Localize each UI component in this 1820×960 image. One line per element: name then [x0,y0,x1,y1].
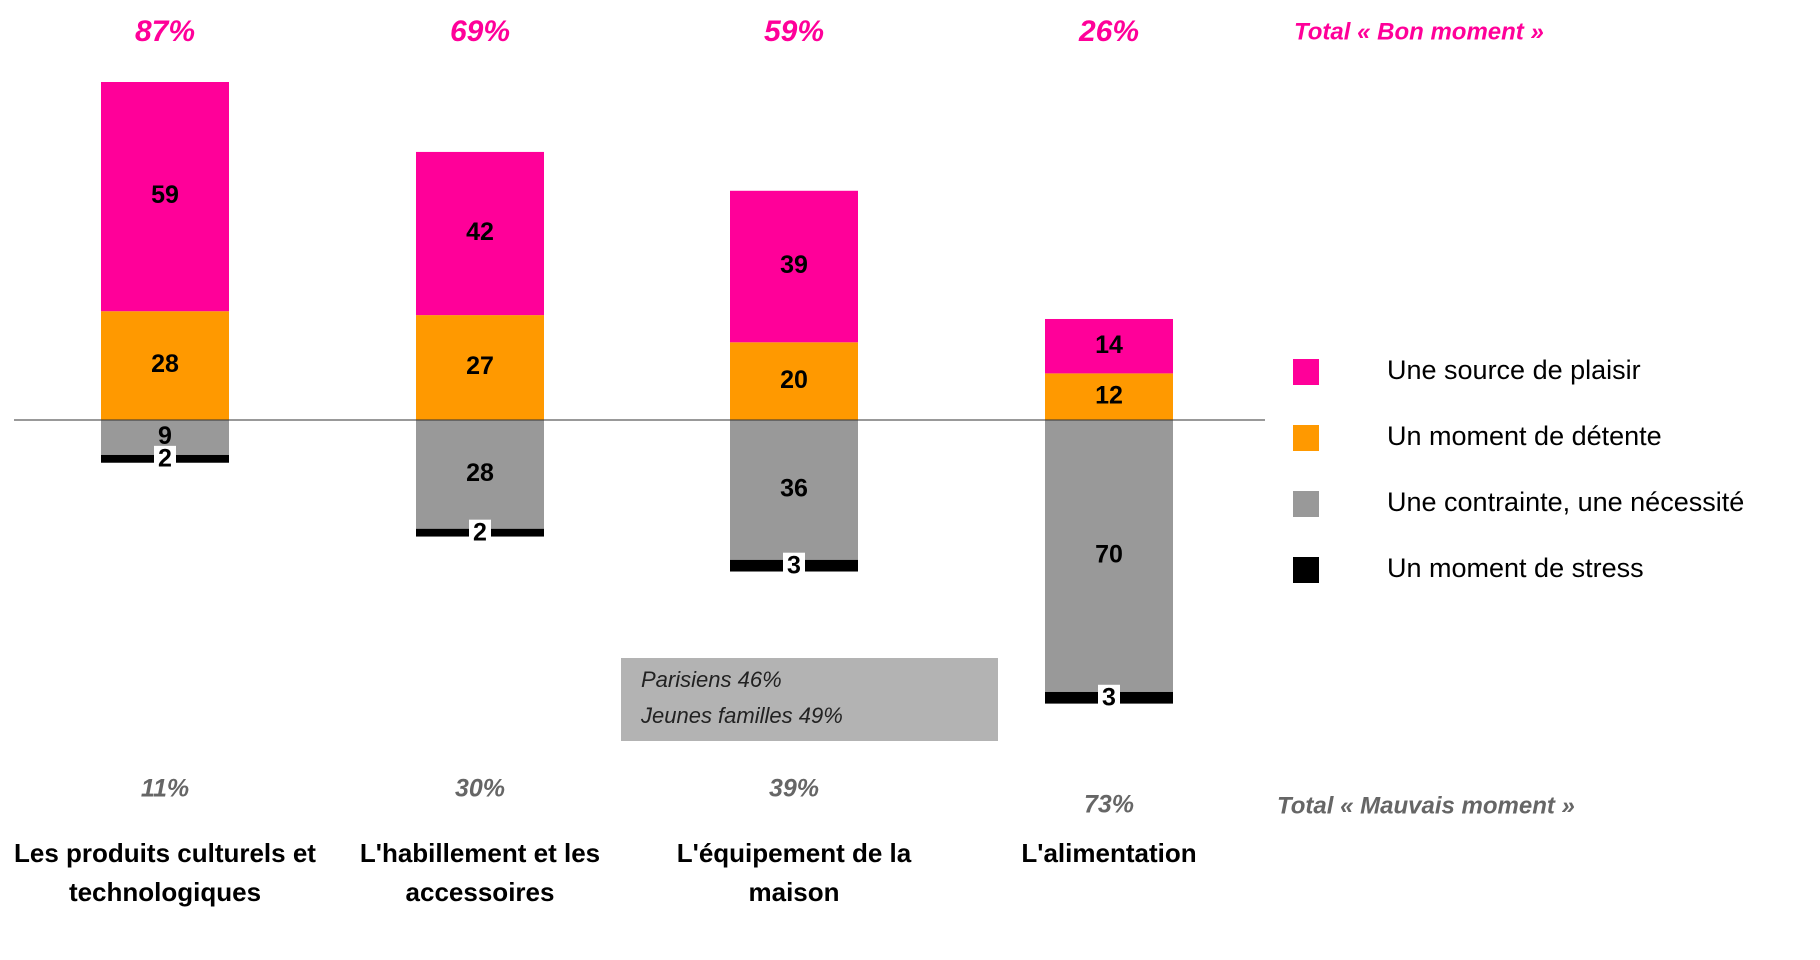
legend-label: Un moment de stress [1387,553,1644,583]
total-bad-title: Total « Mauvais moment » [1277,792,1575,819]
segment-label: 3 [1102,683,1116,711]
category-label: Les produits culturels et technologiques [14,838,316,907]
segment-label: 28 [151,350,179,378]
bar-segment [416,420,544,529]
segment-label: 28 [466,459,494,487]
label-bg [783,552,805,579]
segment-label: 59 [151,181,179,209]
total-good: 87% [135,15,195,48]
segment-label: 2 [473,518,487,546]
segment-label: 70 [1095,541,1123,569]
legend-label: Un moment de détente [1387,421,1662,451]
total-bad: 73% [1084,791,1134,819]
total-bad: 39% [769,775,819,803]
segment-label: 14 [1095,331,1123,359]
legend-label: Une contrainte, une nécessité [1387,487,1744,517]
bar-segment [101,82,229,312]
category-label: L'habillement et les accessoires [359,838,601,907]
segment-label: 36 [780,475,808,503]
label-bg [469,519,491,546]
total-good: 69% [450,15,510,48]
category-label: L'équipement de la maison [676,838,912,907]
segment-label: 3 [787,551,801,579]
legend-swatch [1293,491,1319,517]
label-bg [154,445,176,472]
annotation-box [621,658,998,741]
total-bad: 11% [141,775,189,803]
segment-label: 20 [780,366,808,394]
total-good: 26% [1078,15,1139,48]
legend-swatch [1293,557,1319,583]
label-bg [1098,684,1120,711]
legend-swatch [1293,425,1319,451]
annotation-text: Parisiens 46% [641,667,782,692]
bar-segment [730,420,858,560]
legend-label: Une source de plaisir [1387,355,1641,385]
segment-label: 2 [158,444,172,472]
bar-segment [416,151,544,316]
bar-segment [416,315,544,420]
legend-swatch [1293,359,1319,385]
total-bad: 30% [455,775,505,803]
bar-segment [1045,373,1173,420]
segment-label: 42 [466,218,494,246]
category-label: L'alimentation [1021,838,1197,868]
bar-segment [730,190,858,343]
total-good-title: Total « Bon moment » [1294,18,1544,45]
bar-segment [101,311,229,420]
segment-label: 12 [1095,381,1123,409]
bar-segment [1045,318,1173,374]
annotation-text: Jeunes familles 49% [640,703,843,728]
bar-segment [1045,420,1173,692]
segment-label: 39 [780,251,808,279]
bar-segment [730,342,858,420]
segment-label: 27 [466,352,494,380]
segment-label: 9 [158,422,172,450]
total-good: 59% [764,15,824,48]
